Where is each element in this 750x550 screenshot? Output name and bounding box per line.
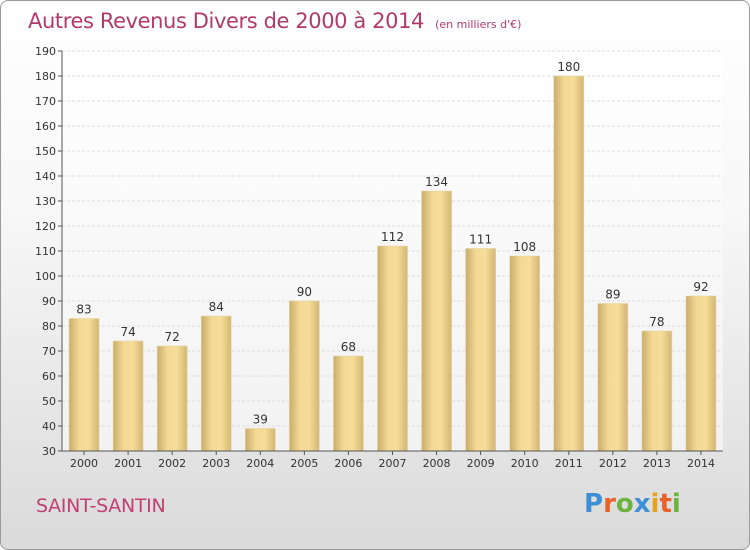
- value-label: 74: [120, 325, 135, 339]
- y-tick-label: 60: [42, 370, 56, 383]
- bar-2002: [156, 345, 188, 452]
- x-tick-label: 2001: [114, 457, 142, 470]
- logo-letter: r: [603, 489, 616, 519]
- y-tick-label: 100: [35, 270, 56, 283]
- bars: 83 74 72 84 39 90 68 112 134 111 108 180 89 78 92: [68, 60, 717, 452]
- chart-title-block: Autres Revenus Divers de 2000 à 2014 (en…: [28, 9, 521, 33]
- logo-letter: x: [633, 489, 651, 519]
- y-tick-label: 170: [35, 95, 56, 108]
- y-tick-label: 30: [42, 445, 56, 458]
- value-label: 84: [209, 300, 224, 314]
- logo-letter: t: [659, 489, 672, 519]
- chart-subtitle: (en milliers d'€): [435, 18, 522, 31]
- x-tick-label: 2006: [334, 457, 362, 470]
- x-tick-label: 2007: [379, 457, 407, 470]
- y-tick-label: 70: [42, 345, 56, 358]
- bar-2008: [421, 190, 452, 452]
- value-label: 89: [605, 288, 620, 302]
- value-label: 112: [381, 230, 404, 244]
- value-label: 92: [693, 280, 708, 294]
- y-tick-label: 190: [35, 45, 56, 58]
- x-tick-label: 2011: [555, 457, 583, 470]
- bar-2005: [289, 300, 320, 452]
- y-tick-label: 110: [35, 245, 56, 258]
- x-tick-label: 2000: [70, 457, 98, 470]
- y-tick-label: 160: [35, 120, 56, 133]
- value-label: 90: [297, 285, 312, 299]
- logo-letter: i: [650, 489, 660, 519]
- x-tick-label: 2008: [423, 457, 451, 470]
- value-label: 78: [649, 315, 664, 329]
- x-tick-label: 2014: [687, 457, 715, 470]
- y-tick-label: 90: [42, 295, 56, 308]
- location-name: SAINT-SANTIN: [36, 495, 166, 517]
- bar-2013: [641, 330, 673, 452]
- y-tick-label: 50: [42, 395, 56, 408]
- chart-title: Autres Revenus Divers de 2000 à 2014: [28, 9, 425, 33]
- bar-2012: [597, 303, 629, 452]
- logo-letter: o: [615, 489, 634, 519]
- y-tick-label: 120: [35, 220, 56, 233]
- y-axis-ticks: 30 40 50 60 70 80 90 100 110 120 130 140 150 160 170 18…: [35, 45, 62, 458]
- logo-letter: i: [671, 489, 681, 519]
- value-label: 72: [165, 330, 180, 344]
- value-label: 180: [557, 60, 580, 74]
- x-tick-label: 2002: [158, 457, 186, 470]
- bar-2000: [68, 318, 100, 452]
- x-axis-ticks: 2000 2001 2002 2003 2004 2005 2006 2007 2008 2009…: [70, 451, 715, 470]
- y-tick-label: 40: [42, 420, 56, 433]
- value-label: 39: [253, 413, 268, 427]
- x-tick-label: 2003: [202, 457, 230, 470]
- x-tick-label: 2009: [467, 457, 495, 470]
- bar-2006: [333, 355, 364, 452]
- bar-2007: [377, 245, 408, 452]
- y-tick-label: 130: [35, 195, 56, 208]
- bar-2004: [245, 428, 276, 452]
- bar-2011: [553, 75, 585, 452]
- x-tick-label: 2004: [246, 457, 274, 470]
- bar-2001: [112, 340, 144, 452]
- x-tick-label: 2012: [599, 457, 627, 470]
- value-label: 134: [425, 175, 448, 189]
- y-tick-label: 150: [35, 145, 56, 158]
- value-label: 111: [469, 233, 492, 247]
- x-tick-label: 2010: [511, 457, 539, 470]
- bar-2003: [200, 315, 232, 452]
- value-label: 68: [341, 340, 356, 354]
- value-label: 83: [76, 303, 91, 317]
- y-tick-label: 80: [42, 320, 56, 333]
- y-tick-label: 180: [35, 70, 56, 83]
- bar-2009: [465, 248, 496, 452]
- y-tick-label: 140: [35, 170, 56, 183]
- bar-2014: [685, 295, 717, 452]
- x-tick-label: 2005: [290, 457, 318, 470]
- x-tick-label: 2013: [643, 457, 671, 470]
- bar-2010: [509, 255, 541, 452]
- proxiti-logo: Proxiti: [584, 489, 681, 519]
- logo-letter: P: [584, 489, 604, 519]
- value-label: 108: [513, 240, 536, 254]
